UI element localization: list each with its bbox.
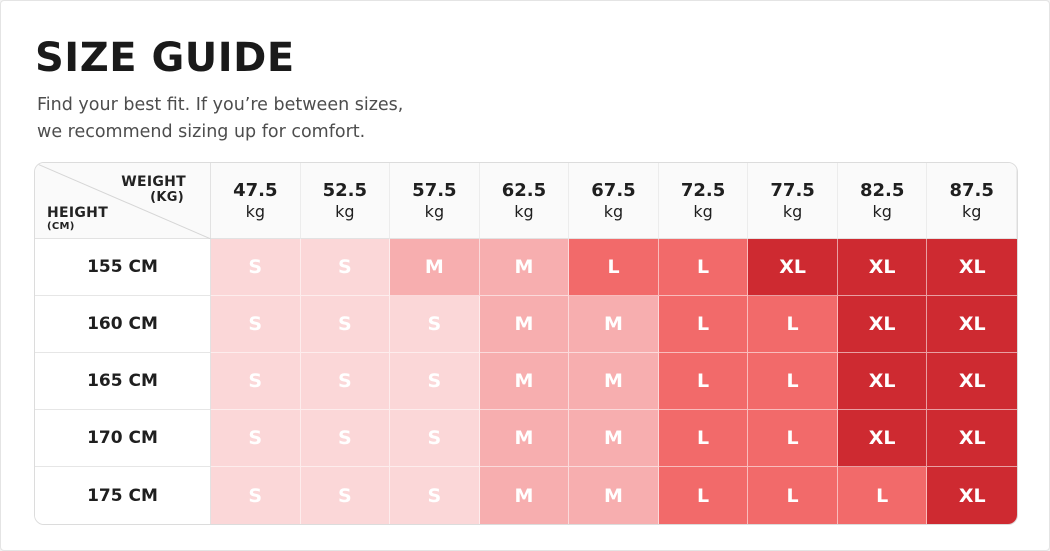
- weight-value: 82.5: [859, 179, 905, 201]
- subtitle-line-1: Find your best fit. If you’re between si…: [37, 95, 404, 115]
- size-cell: L: [658, 239, 749, 296]
- weight-column-header: 67.5 kg: [569, 163, 659, 239]
- page-title: SIZE GUIDE: [35, 35, 295, 81]
- size-cell: L: [658, 296, 749, 353]
- weight-unit: kg: [603, 201, 624, 221]
- table-corner-header: WEIGHT (KG) HEIGHT (CM): [35, 163, 211, 239]
- height-axis-label: HEIGHT (CM): [47, 206, 108, 234]
- size-cell: XL: [927, 467, 1017, 524]
- weight-value: 57.5: [412, 179, 457, 201]
- weight-axis-label: WEIGHT (KG): [121, 174, 186, 206]
- height-label: HEIGHT: [47, 205, 109, 221]
- weight-unit: kg: [962, 201, 982, 221]
- weight-value: 87.5: [949, 179, 994, 201]
- weight-column-header: 82.5 kg: [837, 163, 928, 239]
- weight-unit: kg: [424, 201, 445, 221]
- size-cell: M: [479, 296, 570, 353]
- weight-column-header: 62.5 kg: [479, 163, 570, 239]
- weight-column-header: 72.5 kg: [658, 163, 749, 239]
- size-cell: L: [748, 296, 838, 353]
- height-row-header: 165 CM: [35, 353, 211, 410]
- weight-column-header: 77.5 kg: [748, 163, 838, 239]
- size-cell: L: [658, 353, 749, 410]
- size-cell: S: [390, 467, 480, 524]
- size-cell: M: [479, 410, 570, 467]
- weight-unit: kg: [693, 201, 713, 221]
- size-cell: S: [300, 410, 391, 467]
- weight-column-header: 47.5 kg: [211, 163, 301, 239]
- weight-label: WEIGHT: [121, 174, 186, 190]
- weight-unit: kg: [335, 201, 355, 221]
- weight-value: 47.5: [233, 179, 278, 201]
- size-cell: XL: [837, 296, 928, 353]
- weight-value: 52.5: [322, 179, 368, 201]
- size-cell: M: [479, 353, 570, 410]
- height-row-header: 155 CM: [35, 239, 211, 296]
- size-cell: S: [211, 410, 301, 467]
- size-cell: L: [748, 353, 838, 410]
- weight-value: 62.5: [501, 179, 547, 201]
- size-cell: S: [300, 467, 391, 524]
- weight-value: 67.5: [591, 179, 636, 201]
- size-cell: S: [211, 467, 301, 524]
- size-cell: XL: [837, 353, 928, 410]
- subtitle-line-2: we recommend sizing up for comfort.: [37, 122, 366, 142]
- size-cell: XL: [927, 239, 1017, 296]
- size-cell: L: [569, 239, 659, 296]
- weight-column-header: 52.5 kg: [300, 163, 391, 239]
- weight-unit: kg: [514, 201, 534, 221]
- height-unit-label: (CM): [47, 221, 75, 232]
- size-cell: S: [300, 296, 391, 353]
- size-cell: L: [837, 467, 928, 524]
- size-cell: S: [211, 239, 301, 296]
- size-cell: L: [748, 467, 838, 524]
- weight-value: 72.5: [680, 179, 726, 201]
- height-row-header: 170 CM: [35, 410, 211, 467]
- size-cell: M: [479, 239, 570, 296]
- weight-unit: kg: [872, 201, 892, 221]
- height-row-header: 160 CM: [35, 296, 211, 353]
- weight-unit: kg: [245, 201, 265, 221]
- size-cell: M: [390, 239, 480, 296]
- weight-column-header: 57.5 kg: [390, 163, 480, 239]
- size-cell: XL: [927, 296, 1017, 353]
- size-cell: S: [211, 296, 301, 353]
- size-cell: M: [479, 467, 570, 524]
- weight-column-header: 87.5 kg: [927, 163, 1017, 239]
- weight-value: 77.5: [770, 179, 815, 201]
- size-cell: S: [390, 296, 480, 353]
- size-cell: S: [390, 410, 480, 467]
- size-cell: S: [211, 353, 301, 410]
- weight-unit: kg: [782, 201, 803, 221]
- size-cell: XL: [927, 410, 1017, 467]
- size-cell: XL: [837, 410, 928, 467]
- size-cell: XL: [748, 239, 838, 296]
- height-row-header: 175 CM: [35, 467, 211, 524]
- size-cell: L: [658, 467, 749, 524]
- size-cell: L: [748, 410, 838, 467]
- size-cell: M: [569, 353, 659, 410]
- size-cell: XL: [837, 239, 928, 296]
- subtitle: Find your best fit. If you’re between si…: [37, 92, 497, 146]
- size-cell: M: [569, 467, 659, 524]
- size-cell: S: [300, 239, 391, 296]
- size-cell: XL: [927, 353, 1017, 410]
- size-cell: M: [569, 296, 659, 353]
- size-cell: L: [658, 410, 749, 467]
- size-cell: M: [569, 410, 659, 467]
- corner-diagonal-line: [35, 163, 211, 239]
- size-cell: S: [390, 353, 480, 410]
- weight-unit-label: (KG): [150, 190, 184, 205]
- size-table: WEIGHT (KG) HEIGHT (CM) 47.5 kg 52.5 kg 57.5…: [34, 162, 1018, 525]
- size-cell: S: [300, 353, 391, 410]
